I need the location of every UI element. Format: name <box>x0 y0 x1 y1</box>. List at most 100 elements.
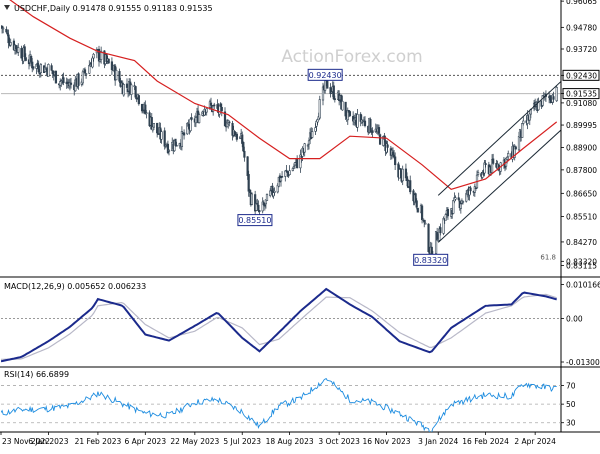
candle-body <box>332 85 335 100</box>
candle-body <box>269 190 272 196</box>
candle-body <box>423 219 426 223</box>
candle-body <box>333 98 336 100</box>
candle-body <box>399 168 402 170</box>
candle-body <box>263 204 266 207</box>
candle-body <box>541 95 544 106</box>
candle-body <box>446 208 450 217</box>
candle-body <box>394 156 397 166</box>
candle-body <box>521 123 524 138</box>
candle-body <box>484 163 487 165</box>
candle-body <box>415 200 418 208</box>
candle-body <box>134 86 137 98</box>
candle-body <box>220 106 223 112</box>
candle-body <box>284 170 287 177</box>
price-axis-label: 0.88900 <box>566 143 597 152</box>
candle-body <box>144 104 147 114</box>
candle-body <box>145 112 148 114</box>
price-annotation-label: 0.92430 <box>309 71 342 80</box>
candle-body <box>167 150 171 152</box>
candle-body <box>398 168 401 179</box>
candle-body <box>307 140 311 145</box>
candle-body <box>2 27 5 30</box>
date-axis-label: 21 Feb 2023 <box>75 437 122 446</box>
candle-body <box>506 156 509 160</box>
candle-body <box>262 202 265 206</box>
candle-body <box>59 81 62 86</box>
candle-body <box>273 190 276 193</box>
date-axis-label: 3 Oct 2023 <box>318 437 360 446</box>
candle-body <box>190 117 193 120</box>
candle-body <box>279 177 283 182</box>
candle-body <box>156 122 159 134</box>
price-pane <box>1 0 561 260</box>
candle-body <box>422 218 425 221</box>
date-axis-label: 3 Jan 2024 <box>418 437 458 446</box>
candle-body <box>409 180 412 193</box>
candle-body <box>476 172 480 175</box>
channel-lower-line <box>437 129 561 243</box>
candle-body <box>288 170 291 175</box>
candle-body <box>452 200 455 214</box>
candle-body <box>100 50 103 60</box>
price-annotation-box <box>413 253 449 266</box>
price-axis-label: 0.83320 <box>566 257 597 266</box>
price-axis-label: 0.87800 <box>566 166 597 175</box>
candle-body <box>38 72 41 75</box>
candle-body <box>555 87 558 102</box>
candle-body <box>517 136 521 151</box>
candle-body <box>47 64 50 77</box>
price-axis-label: 0.91080 <box>566 99 597 108</box>
rsi-axis-label: 50 <box>566 400 576 409</box>
candle-body <box>163 130 166 147</box>
candle-body <box>371 130 374 133</box>
candle-body <box>386 144 389 148</box>
candle-body <box>256 203 259 205</box>
rsi-axis-label: 70 <box>566 382 576 391</box>
candle-body <box>248 189 251 193</box>
candle-body <box>233 131 236 136</box>
date-axis-label: 23 Nov 2022 <box>2 437 50 446</box>
candle-body <box>314 127 317 132</box>
watermark: ActionForex.com <box>281 47 422 67</box>
candle-body <box>522 120 525 124</box>
fib-level-label: 61.8 <box>540 253 556 261</box>
candle-body <box>5 28 8 33</box>
candle-body <box>306 144 310 147</box>
date-axis-label: 6 Jan 2023 <box>28 437 68 446</box>
macd-signal-line <box>1 293 557 360</box>
candle-body <box>341 100 344 111</box>
candle-body <box>23 46 26 58</box>
price-annotation-label: 0.83320 <box>414 256 447 265</box>
candle-body <box>209 102 213 106</box>
macd-line <box>1 287 557 363</box>
candle-body <box>66 81 69 84</box>
candle-body <box>205 108 208 113</box>
candle-body <box>77 73 80 86</box>
candle-body <box>235 133 238 140</box>
candle-body <box>507 153 510 158</box>
candle-body <box>442 218 445 234</box>
price-annotation-label: 0.85510 <box>238 216 271 225</box>
candle-body <box>292 166 296 169</box>
candle-body <box>174 138 177 146</box>
candle-body <box>7 34 10 44</box>
candle-body <box>81 71 84 84</box>
candle-body <box>107 58 110 64</box>
date-axis-label: 22 May 2023 <box>170 437 219 446</box>
candle-body <box>17 47 20 53</box>
candle-body <box>391 151 395 156</box>
candle-body <box>261 201 264 212</box>
candle-body <box>62 77 65 84</box>
candle-body <box>242 141 245 152</box>
candle-body <box>296 158 299 169</box>
candle-body <box>303 143 306 153</box>
candle-body <box>483 162 486 174</box>
price-axis-label: 0.85510 <box>566 213 597 222</box>
candle-body <box>420 205 424 220</box>
candle-body <box>166 143 170 153</box>
candle-body <box>528 113 531 121</box>
candle-body <box>285 169 288 172</box>
candle-body <box>32 66 35 69</box>
candle-body <box>369 118 372 133</box>
